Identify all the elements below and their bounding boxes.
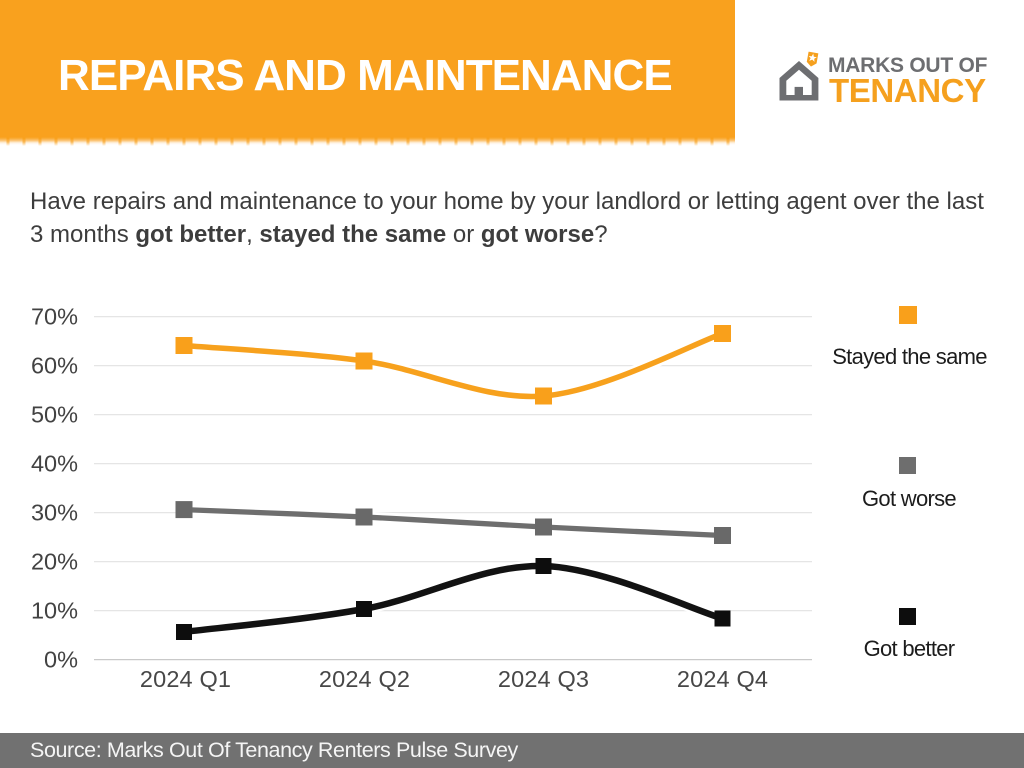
svg-text:60%: 60%	[31, 353, 78, 379]
svg-text:70%: 70%	[31, 304, 78, 330]
svg-text:2024 Q3: 2024 Q3	[498, 666, 589, 692]
svg-text:2024 Q2: 2024 Q2	[319, 666, 410, 692]
svg-text:20%: 20%	[31, 549, 78, 575]
svg-text:30%: 30%	[31, 500, 78, 526]
svg-text:10%: 10%	[31, 598, 78, 624]
svg-text:2024 Q1: 2024 Q1	[140, 666, 231, 692]
svg-text:40%: 40%	[31, 451, 78, 477]
svg-text:0%: 0%	[44, 647, 78, 673]
svg-text:50%: 50%	[31, 402, 78, 428]
svg-text:2024 Q4: 2024 Q4	[677, 666, 768, 692]
